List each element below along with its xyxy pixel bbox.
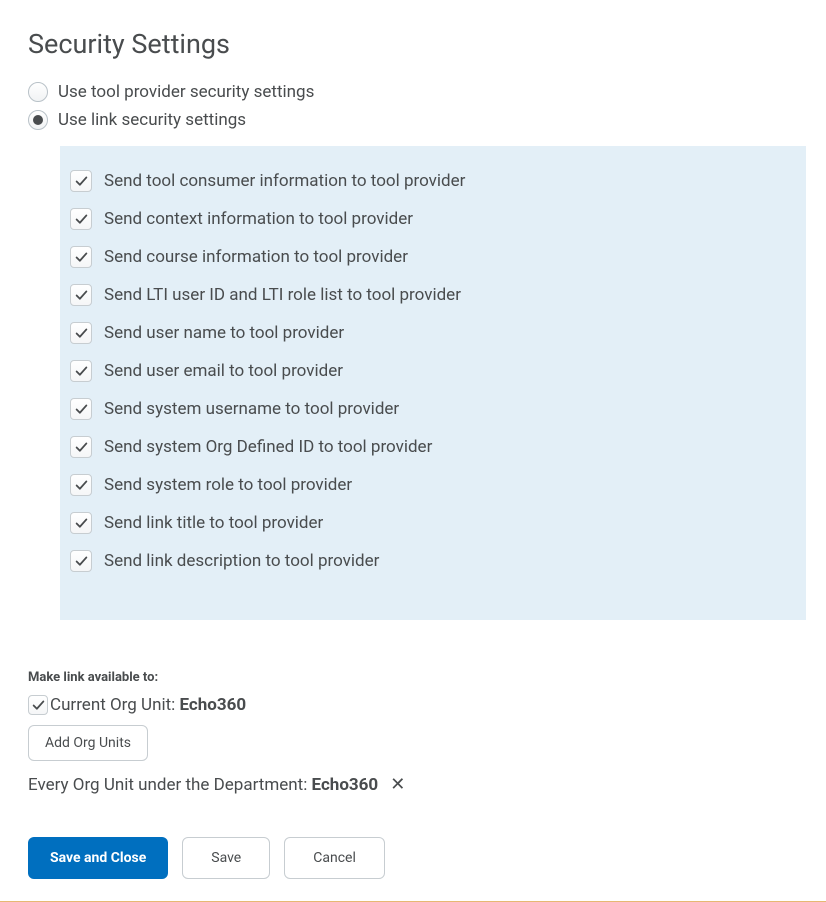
security-checkbox[interactable] [70,550,92,572]
check-icon [75,555,88,568]
every-org-prefix: Every Org Unit under the Department: [28,775,312,795]
check-icon [75,365,88,378]
security-checkbox-row: Send tool consumer information to tool p… [70,162,790,200]
security-checkbox-row: Send system role to tool provider [70,466,790,504]
security-checkbox-row: Send system Org Defined ID to tool provi… [70,428,790,466]
security-checkbox[interactable] [70,246,92,268]
every-org-name: Echo360 [312,775,379,795]
security-checkbox-row: Send LTI user ID and LTI role list to to… [70,276,790,314]
check-icon [75,289,88,302]
check-icon [75,441,88,454]
security-checkbox-row: Send link title to tool provider [70,504,790,542]
cancel-button[interactable]: Cancel [284,837,385,879]
security-checkbox-label: Send user email to tool provider [104,361,343,381]
remove-org-icon[interactable]: ✕ [390,776,405,794]
security-checkbox[interactable] [70,360,92,382]
check-icon [75,479,88,492]
security-checkbox-label: Send LTI user ID and LTI role list to to… [104,285,461,305]
security-checkbox[interactable] [70,208,92,230]
security-checkbox-row: Send system username to tool provider [70,390,790,428]
availability-section-label: Make link available to: [28,670,806,685]
security-checkbox-panel: Send tool consumer information to tool p… [60,146,806,620]
check-icon [75,403,88,416]
security-checkbox-label: Send course information to tool provider [104,247,408,267]
check-icon [75,251,88,264]
page-title: Security Settings [28,28,806,60]
check-icon [75,327,88,340]
security-checkbox[interactable] [70,512,92,534]
radio-use-link-settings[interactable]: Use link security settings [28,106,806,134]
current-org-text: Current Org Unit: Echo360 [50,695,246,715]
current-org-unit-row: Current Org Unit: Echo360 [28,695,806,715]
security-checkbox-row: Send link description to tool provider [70,542,790,580]
security-checkbox-row: Send user email to tool provider [70,352,790,390]
current-org-name: Echo360 [179,695,246,715]
security-checkbox-label: Send system username to tool provider [104,399,399,419]
security-checkbox-label: Send link title to tool provider [104,513,323,533]
radio-label: Use link security settings [58,110,246,130]
check-icon [32,699,45,712]
check-icon [75,213,88,226]
security-checkbox-label: Send user name to tool provider [104,323,344,343]
radio-icon [28,110,48,130]
check-icon [75,517,88,530]
every-org-row: Every Org Unit under the Department: Ech… [28,775,806,795]
save-and-close-button[interactable]: Save and Close [28,837,168,879]
check-icon [75,175,88,188]
every-org-text: Every Org Unit under the Department: Ech… [28,775,378,795]
security-checkbox-label: Send context information to tool provide… [104,209,413,229]
security-checkbox[interactable] [70,436,92,458]
add-org-units-button[interactable]: Add Org Units [28,725,148,761]
current-org-prefix: Current Org Unit: [50,695,179,715]
security-checkbox-row: Send user name to tool provider [70,314,790,352]
security-checkbox-label: Send system Org Defined ID to tool provi… [104,437,432,457]
security-checkbox-label: Send system role to tool provider [104,475,352,495]
security-checkbox[interactable] [70,170,92,192]
radio-icon [28,82,48,102]
security-checkbox-label: Send link description to tool provider [104,551,379,571]
security-checkbox[interactable] [70,474,92,496]
security-checkbox-row: Send course information to tool provider [70,238,790,276]
footer-actions: Save and Close Save Cancel [28,837,806,901]
radio-label: Use tool provider security settings [58,82,314,102]
security-checkbox-row: Send context information to tool provide… [70,200,790,238]
security-checkbox-label: Send tool consumer information to tool p… [104,171,465,191]
security-checkbox[interactable] [70,398,92,420]
radio-use-provider-settings[interactable]: Use tool provider security settings [28,78,806,106]
security-checkbox[interactable] [70,322,92,344]
save-button[interactable]: Save [182,837,270,879]
current-org-checkbox[interactable] [28,695,48,715]
security-checkbox[interactable] [70,284,92,306]
